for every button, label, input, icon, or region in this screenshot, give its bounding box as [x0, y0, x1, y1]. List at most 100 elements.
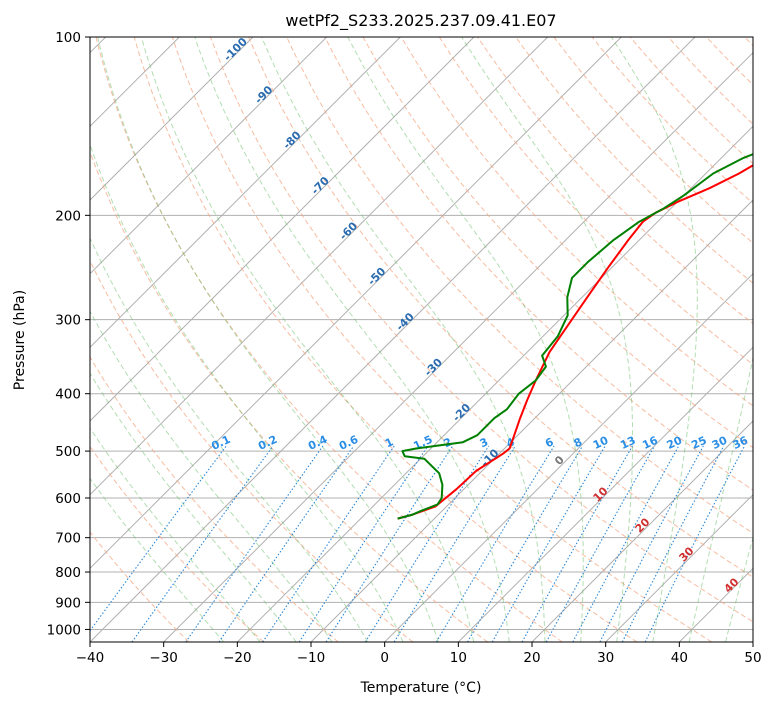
isotherm-label: -80	[280, 128, 303, 151]
mixing-ratio-label: 0.6	[337, 433, 360, 453]
plot-frame	[89, 36, 754, 643]
dry-adiabat-line	[90, 150, 488, 642]
x-tick-label: −20	[223, 650, 252, 666]
isotherm-label: -70	[309, 174, 332, 197]
mixing-ratio-label: 1.5	[411, 433, 434, 453]
mixing-ratio-line	[644, 445, 746, 642]
dry-adiabat-line	[210, 37, 753, 623]
isotherm-line	[163, 51, 753, 642]
moist-adiabat-label: 30	[677, 544, 697, 564]
mixing-ratio-lines	[90, 445, 746, 642]
dry-adiabat-line	[90, 531, 190, 642]
mixing-ratio-label: 0.4	[306, 433, 329, 453]
mixing-ratio-line	[599, 445, 704, 642]
dry-adiabats	[90, 37, 753, 642]
isotherm-line	[90, 37, 475, 422]
isotherm-line	[90, 37, 401, 349]
y-tick-label: 800	[55, 565, 81, 581]
dewpoint-profile-line	[397, 153, 753, 520]
y-axis-label: Pressure (hPa)	[12, 290, 28, 390]
y-tick-label: 200	[55, 208, 81, 224]
isotherm-line	[310, 199, 753, 642]
mixing-ratio-label: 36	[731, 434, 751, 452]
moist-adiabat-line	[347, 37, 584, 642]
moist-adiabat-line	[610, 37, 698, 642]
x-tick-label: 0	[380, 650, 389, 666]
mixing-ratio-line	[90, 445, 227, 632]
mixing-ratio-line	[325, 445, 454, 642]
mixing-ratio-line	[467, 445, 584, 642]
y-tick-label: 100	[55, 30, 81, 46]
moist-adiabat-line	[688, 355, 753, 642]
isotherm-line	[605, 493, 753, 642]
x-tick-label: −30	[149, 650, 178, 666]
y-tick-label: 300	[55, 313, 81, 329]
dry-adiabat-line	[438, 37, 753, 366]
mixing-ratio-line	[521, 445, 633, 642]
moist-adiabat-line	[90, 477, 225, 642]
dry-adiabat-line	[95, 37, 563, 642]
moist-adiabat-line	[90, 427, 261, 642]
dry-adiabat-line	[90, 356, 339, 642]
x-axis-ticks: −40 −30 −20 −10 0 10 20 30 40 50	[76, 642, 762, 666]
profile-series	[397, 153, 753, 520]
moist-adiabat-line	[90, 372, 297, 642]
mixing-ratio-label: 3	[478, 435, 490, 450]
isotherm-label: -60	[337, 219, 360, 242]
y-tick-label: 1000	[47, 622, 81, 638]
isotherm-label: -40	[394, 310, 417, 333]
dry-adiabat-line	[90, 445, 264, 642]
isotherm-line	[90, 37, 549, 496]
x-tick-label: 10	[450, 650, 467, 666]
y-tick-label: 400	[55, 387, 81, 403]
x-tick-label: −10	[297, 650, 326, 666]
chart-title: wetPf2_S233.2025.237.09.41.E07	[285, 11, 556, 31]
isotherm-line	[90, 37, 622, 570]
moist-adiabat-line	[90, 236, 369, 642]
isotherm-line	[90, 37, 696, 642]
y-tick-label: 700	[55, 531, 81, 547]
dry-adiabat-line	[90, 259, 414, 642]
isobar-gridlines	[90, 37, 753, 630]
x-tick-label: 40	[671, 650, 688, 666]
mixing-ratio-line	[218, 445, 355, 642]
mixing-ratio-line	[491, 445, 606, 642]
mixing-ratio-line	[298, 445, 429, 642]
isotherm-line	[384, 272, 753, 642]
dry-adiabat-line	[400, 37, 753, 407]
mixing-ratio-label: 1	[383, 435, 395, 450]
x-tick-label: 20	[523, 650, 540, 666]
moist-adiabat-line	[97, 37, 439, 642]
moist-adiabat-line	[725, 536, 753, 642]
moist-adiabat-line	[90, 310, 333, 642]
dry-adiabat-line	[362, 37, 753, 449]
mixing-ratio-label: 25	[689, 434, 708, 452]
isotherm-line	[236, 125, 753, 642]
mixing-ratio-label: 16	[640, 434, 660, 452]
plot-area: -100-90-80-70-60-50-40-30-20-100.1 0.2 0.4…	[90, 35, 753, 642]
x-tick-label: −40	[76, 650, 105, 666]
mixing-ratio-line	[364, 445, 490, 642]
mixing-ratio-label: 6	[543, 435, 556, 450]
mixing-ratio-line	[131, 445, 274, 642]
mixing-ratio-line	[262, 445, 395, 642]
moist-adiabat-label: 10	[591, 484, 611, 504]
isotherm-line	[531, 420, 753, 642]
dry-adiabat-line	[553, 37, 753, 244]
isotherm-label: -20	[450, 401, 473, 424]
isotherm-label: -100	[221, 35, 250, 64]
reference-line-labels: -100-90-80-70-60-50-40-30-20-100.1 0.2 0.4…	[209, 35, 751, 596]
isotherm-line	[457, 346, 753, 642]
isotherm-line	[752, 641, 753, 642]
dry-adiabat-line	[171, 37, 712, 642]
isotherm-label: -50	[365, 265, 388, 288]
x-tick-label: 30	[597, 650, 614, 666]
skewed-isotherm-gridlines	[90, 37, 753, 642]
moist-adiabat-line	[461, 37, 634, 642]
dry-adiabat-line	[629, 37, 753, 165]
isotherm-line	[90, 37, 254, 201]
temperature-profile-line	[397, 164, 753, 520]
moist-adiabat-label: 20	[633, 515, 653, 535]
dry-adiabat-line	[133, 37, 638, 642]
